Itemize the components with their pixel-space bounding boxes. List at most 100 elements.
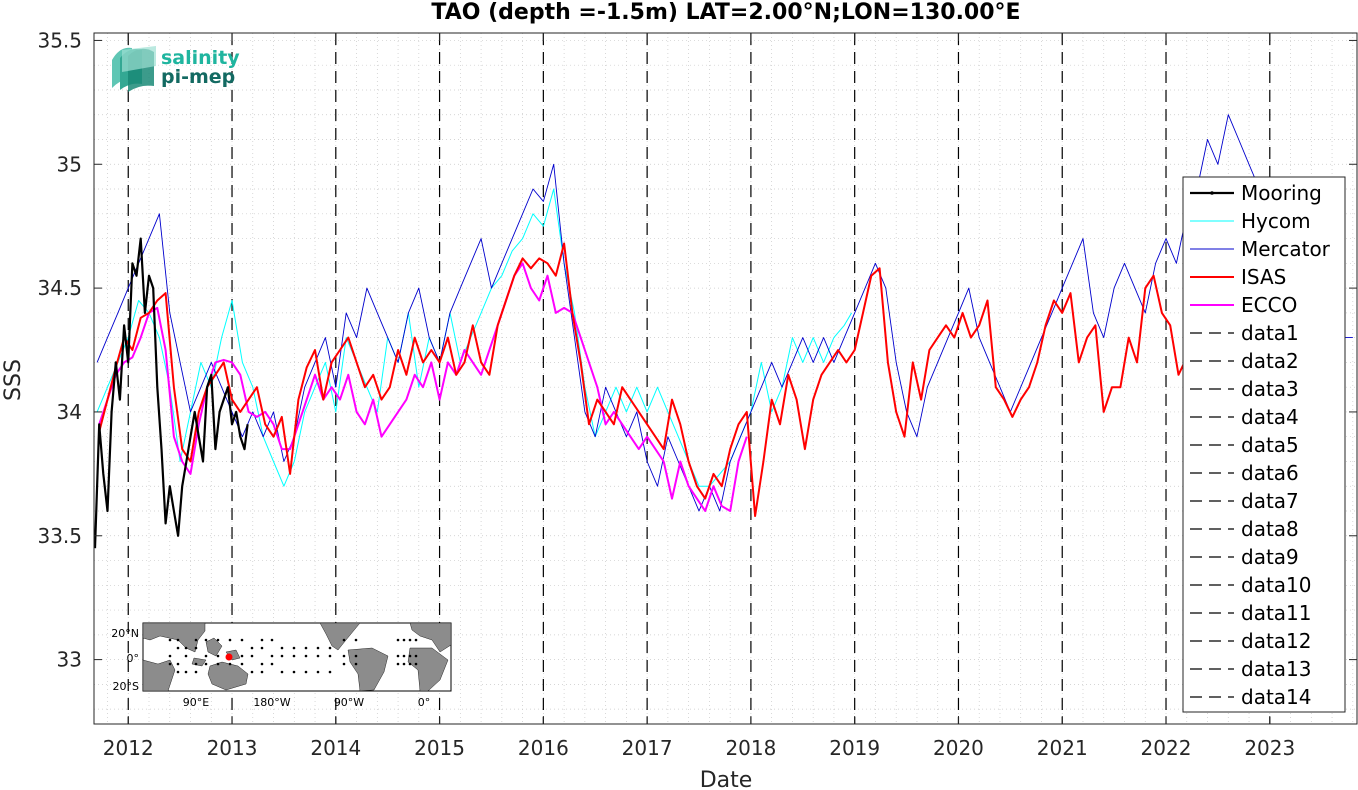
mooring-dot	[270, 662, 274, 666]
y-axis-label: SSS	[1, 359, 26, 401]
mooring-dot	[354, 638, 358, 642]
x-tick-label: 2014	[310, 736, 361, 760]
legend-item-data5: data5	[1190, 433, 1299, 457]
legend-label: data2	[1241, 349, 1299, 373]
mooring-dot	[328, 646, 332, 650]
logo-text-salinity: salinity	[161, 47, 240, 69]
y-tick-label: 33.5	[37, 524, 82, 548]
tick-labels: 2012 2013 2014 2015 2016 2017 2018 2019 2020 2021…	[37, 28, 1295, 760]
mooring-dot	[396, 638, 400, 642]
mooring-dot	[304, 654, 308, 658]
inset-map: 20°N 0° 20°S 90°E 180°W 90°W 0°	[111, 622, 452, 709]
mooring-dot	[316, 654, 320, 658]
mooring-array-dots	[168, 638, 418, 674]
mooring-dot	[240, 638, 244, 642]
legend-label: Mercator	[1241, 237, 1331, 261]
y-tick-label: 35	[57, 152, 82, 176]
legend-item-data10: data10	[1190, 573, 1312, 597]
mooring-dot	[402, 638, 406, 642]
y-tick-label: 35.5	[37, 28, 82, 52]
salinity-pi-mep-logo: salinity pi-mep	[112, 46, 240, 92]
x-tick-label: 2018	[725, 736, 776, 760]
mooring-dot	[280, 654, 284, 658]
mooring-dot	[342, 662, 346, 666]
chart-title: TAO (depth =-1.5m) LAT=2.00°N;LON=130.00…	[431, 0, 1020, 25]
x-tick-label: 2012	[103, 736, 154, 760]
y-tick-label: 34.5	[37, 276, 82, 300]
mooring-dot	[292, 654, 296, 658]
mooring-dot	[216, 638, 220, 642]
legend-label: data1	[1241, 321, 1299, 345]
mooring-dot	[250, 654, 254, 658]
mooring-dot	[304, 670, 308, 674]
map-lat-label-equator: 0°	[127, 652, 140, 665]
mooring-dot	[194, 662, 198, 666]
x-tick-label: 2017	[622, 736, 673, 760]
map-lon-label-90w: 90°W	[334, 696, 364, 709]
mooring-dot	[168, 662, 172, 666]
mooring-dot	[414, 662, 418, 666]
mooring-dot	[354, 662, 358, 666]
legend-items: Mooring Hycom Mercator ISAS ECCO data1 data2 da…	[1190, 181, 1331, 709]
series-line-hycom	[96, 188, 853, 487]
legend-label: data13	[1241, 657, 1312, 681]
map-lon-label-90e: 90°E	[183, 696, 209, 709]
legend-item-data6: data6	[1190, 461, 1299, 485]
map-lat-label-south: 20°S	[113, 680, 139, 693]
mooring-dot	[270, 638, 274, 642]
mooring-dot	[292, 670, 296, 674]
land-masses	[142, 622, 452, 692]
legend-label: data5	[1241, 433, 1299, 457]
legend-label: data3	[1241, 377, 1299, 401]
mooring-dot	[168, 638, 172, 642]
mooring-dot	[396, 654, 400, 658]
mooring-dot	[328, 654, 332, 658]
mooring-dot	[408, 654, 412, 658]
mooring-dot	[194, 670, 198, 674]
legend-item-data3: data3	[1190, 377, 1299, 401]
x-tick-label: 2023	[1244, 736, 1295, 760]
mooring-dot	[184, 670, 188, 674]
station-marker	[225, 653, 233, 661]
wave-logo-icon	[112, 46, 156, 92]
mooring-dot	[402, 654, 406, 658]
legend-marker	[1210, 191, 1214, 195]
legend-item-ecco: ECCO	[1190, 293, 1297, 317]
x-tick-label: 2019	[829, 736, 880, 760]
grid	[94, 33, 1358, 724]
legend-item-data2: data2	[1190, 349, 1299, 373]
x-tick-label: 2022	[1141, 736, 1192, 760]
mooring-dot	[260, 662, 264, 666]
legend-item-data13: data13	[1190, 657, 1312, 681]
mooring-dot	[414, 654, 418, 658]
mooring-dot	[414, 638, 418, 642]
legend-label: Hycom	[1241, 209, 1311, 233]
mooring-dot	[240, 654, 244, 658]
legend-item-data11: data11	[1190, 601, 1312, 625]
x-axis-label: Date	[700, 768, 753, 790]
legend-label: data12	[1241, 629, 1312, 653]
legend-item-data8: data8	[1190, 517, 1299, 541]
mooring-dot	[292, 646, 296, 650]
y-tick-label: 33	[57, 648, 82, 672]
legend-item-mercator: Mercator	[1190, 237, 1331, 261]
mooring-dot	[396, 662, 400, 666]
legend-item-data4: data4	[1190, 405, 1299, 429]
legend-item-hycom: Hycom	[1190, 209, 1311, 233]
mooring-dot	[176, 638, 180, 642]
mooring-dot	[176, 662, 180, 666]
map-lon-label-0: 0°	[418, 696, 431, 709]
mooring-dot	[270, 654, 274, 658]
y-tick-label: 34	[57, 400, 82, 424]
legend-item-data12: data12	[1190, 629, 1312, 653]
mooring-dot	[260, 646, 264, 650]
reference-lines	[127, 33, 1271, 724]
legend-label: ISAS	[1241, 265, 1286, 289]
mooring-dot	[408, 638, 412, 642]
mooring-dot	[280, 670, 284, 674]
mooring-dot	[176, 646, 180, 650]
legend-label: data7	[1241, 489, 1299, 513]
mooring-dot	[260, 670, 264, 674]
mooring-dot	[328, 670, 332, 674]
